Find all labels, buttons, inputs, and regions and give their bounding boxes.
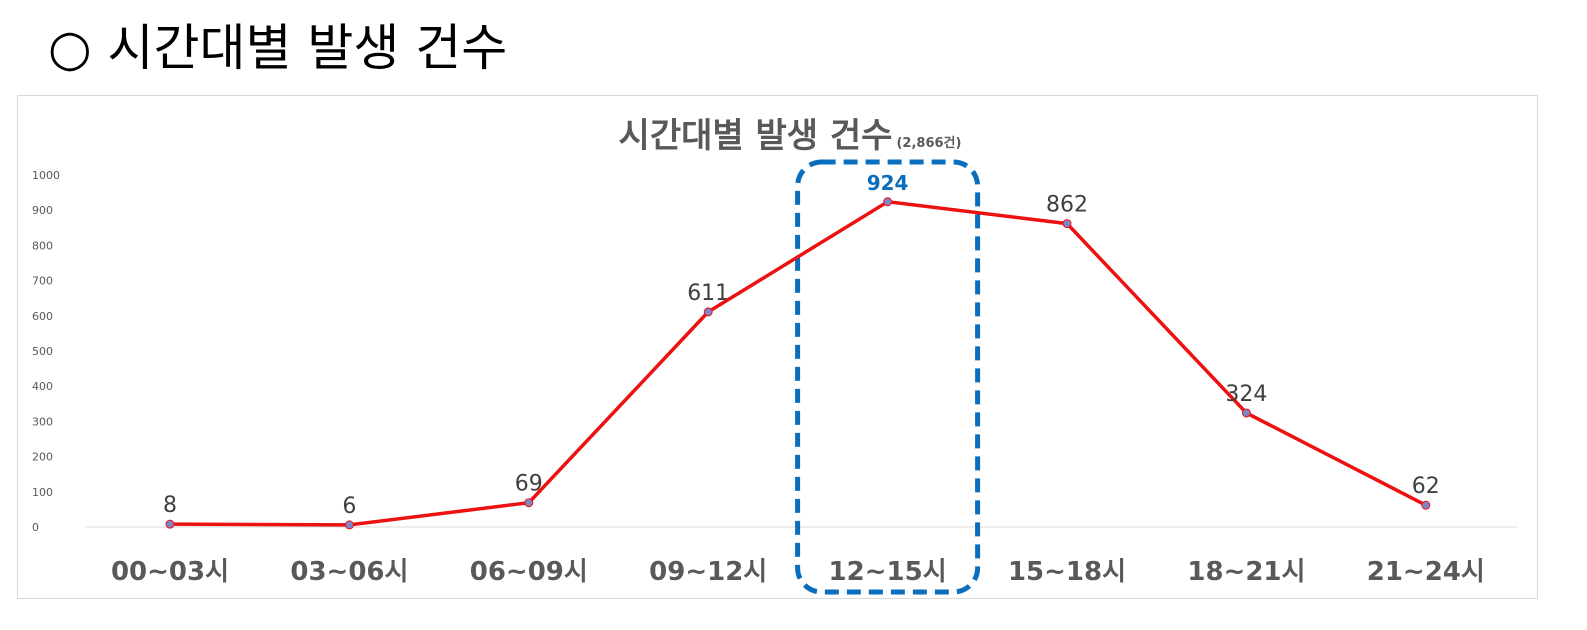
- x-tick-label: 00~03시: [111, 557, 229, 587]
- y-tick-label: 400: [32, 380, 53, 393]
- data-point: [165, 519, 175, 529]
- data-label: 924: [867, 171, 909, 195]
- chart-subtitle: (2,866건): [896, 135, 961, 151]
- data-label: 611: [687, 281, 729, 306]
- x-tick-label: 15~18시: [1008, 557, 1126, 587]
- data-label: 862: [1046, 193, 1088, 218]
- data-label: 8: [163, 493, 177, 518]
- x-tick-label: 18~21시: [1187, 557, 1305, 587]
- data-label: 69: [515, 472, 543, 497]
- data-label: 324: [1225, 382, 1267, 407]
- y-tick-label: 0: [32, 521, 39, 534]
- data-point: [344, 520, 354, 530]
- x-tick-label: 12~15시: [829, 557, 947, 587]
- y-tick-label: 200: [32, 451, 53, 464]
- data-label: 62: [1412, 474, 1440, 499]
- data-point: [1062, 219, 1072, 229]
- y-tick-label: 1000: [32, 169, 60, 182]
- y-tick-label: 800: [32, 239, 53, 252]
- data-point: [883, 197, 893, 207]
- data-point: [703, 307, 713, 317]
- data-point: [524, 498, 534, 508]
- x-tick-label: 06~09시: [470, 557, 588, 587]
- chart-title: 시간대별 발생 건수 (2,866건): [619, 116, 962, 156]
- data-point: [1241, 408, 1251, 418]
- data-point: [1421, 500, 1431, 510]
- chart-container: [17, 95, 1538, 599]
- y-tick-label: 600: [32, 310, 53, 323]
- page-heading: ○ 시간대별 발생 건수: [48, 19, 508, 77]
- y-tick-label: 900: [32, 204, 53, 217]
- series-line: [169, 199, 1427, 527]
- data-label: 6: [342, 494, 356, 519]
- x-tick-label: 21~24시: [1367, 557, 1485, 587]
- highlight-box: [795, 159, 981, 595]
- y-tick-label: 100: [32, 486, 53, 499]
- y-tick-label: 300: [32, 415, 53, 428]
- x-tick-label: 09~12시: [649, 557, 767, 587]
- x-tick-label: 03~06시: [290, 557, 408, 587]
- y-tick-label: 500: [32, 345, 53, 358]
- y-tick-label: 700: [32, 275, 53, 288]
